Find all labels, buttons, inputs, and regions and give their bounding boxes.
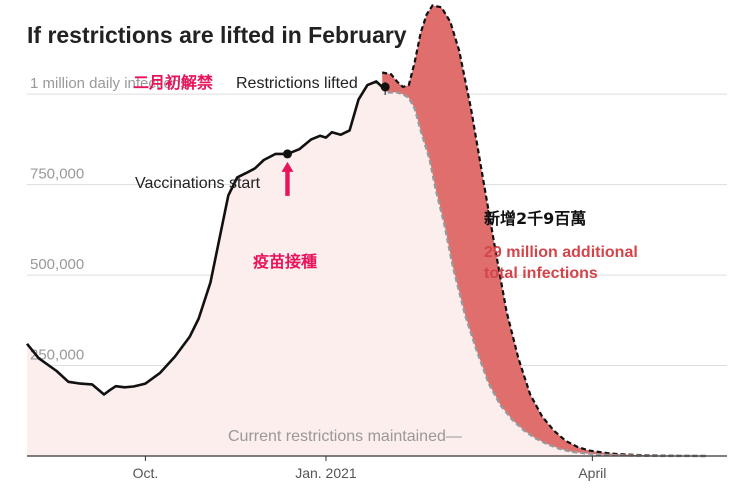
x-tick-label: Oct. (133, 465, 159, 481)
additional-label-line2: total infections (484, 265, 598, 282)
lifted-series-line (381, 4, 708, 458)
baseline-area (27, 81, 708, 456)
chart-title: If restrictions are lifted in February (27, 22, 407, 48)
x-tick-label: Jan. 2021 (295, 465, 357, 481)
vaccinations-arrow-icon (281, 161, 294, 196)
y-tick-label: 500,000 (30, 256, 84, 273)
vaccinations-marker (282, 149, 292, 159)
y-tick-label: 750,000 (30, 166, 84, 183)
lifted-marker (380, 82, 390, 92)
maintained-series-dashed-line (381, 86, 708, 458)
x-tick-labels: Oct.Jan. 2021AprilJuly (133, 456, 606, 481)
baseline-series-line (25, 80, 384, 396)
lifted-label-en: Restrictions lifted (236, 75, 358, 92)
lifted-label-zh: 二月初解禁 (133, 73, 213, 92)
y-tick-label: 1 million daily infections (30, 75, 188, 92)
x-tick-label: April (578, 465, 606, 481)
additional-label-zh: 新增2千9百萬 (484, 209, 586, 228)
additional-label-line1: 29 million additional (484, 244, 638, 261)
y-tick-label: 250,000 (30, 347, 84, 364)
vaccinations-label-en: Vaccinations start (135, 175, 261, 192)
additional-infections-area (382, 5, 708, 456)
maintained-label: Current restrictions maintained— (228, 428, 462, 445)
y-tick-labels: 250,000 500,000 750,000 1 million daily inf… (30, 75, 188, 363)
vaccinations-label-zh: 疫苗接種 (253, 252, 317, 271)
